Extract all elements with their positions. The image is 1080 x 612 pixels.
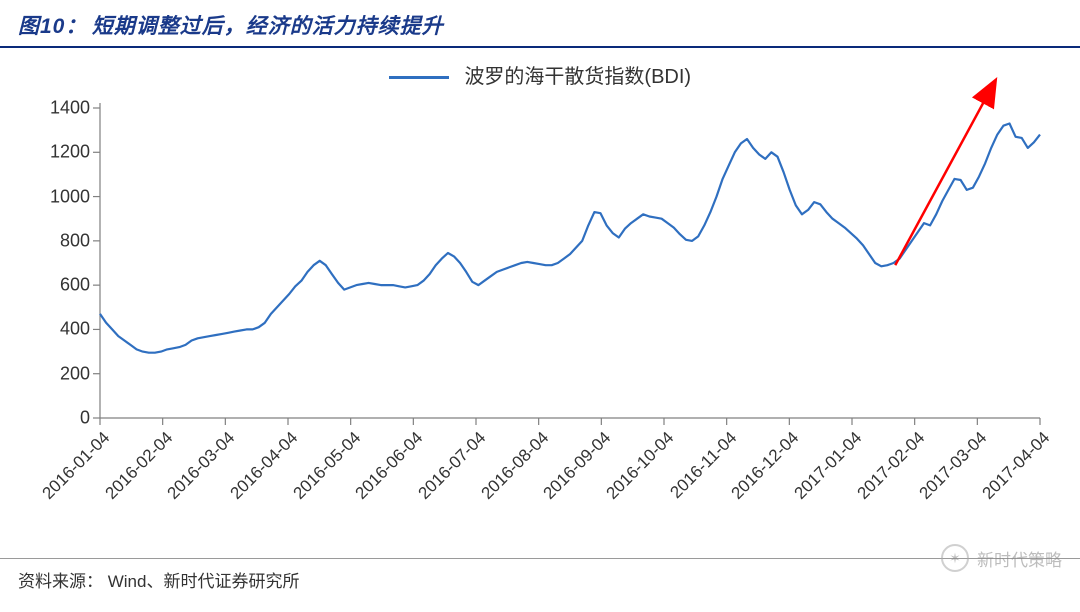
chart-title-bar: 图10： 短期调整过后，经济的活力持续提升 [0, 0, 1080, 48]
watermark: ✶ 新时代策略 [941, 544, 1062, 572]
chart-svg [0, 48, 1080, 558]
source-footer: 资料来源： Wind、新时代证券研究所 [0, 558, 1080, 600]
chart-title-prefix: 图10： [18, 15, 87, 38]
source-label: 资料来源： [18, 572, 103, 591]
y-tick-label: 1000 [30, 186, 90, 207]
y-tick-label: 600 [30, 275, 90, 296]
chart-title-text: 短期调整过后，经济的活力持续提升 [92, 15, 444, 38]
source-text: Wind、新时代证券研究所 [108, 572, 300, 591]
watermark-text: 新时代策略 [977, 546, 1062, 571]
y-tick-label: 1200 [30, 142, 90, 163]
y-tick-label: 400 [30, 319, 90, 340]
y-tick-label: 0 [30, 408, 90, 429]
wechat-icon: ✶ [941, 544, 969, 572]
chart-area: 波罗的海干散货指数(BDI) 0200400600800100012001400… [0, 48, 1080, 558]
y-tick-label: 800 [30, 230, 90, 251]
y-tick-label: 1400 [30, 98, 90, 119]
y-tick-label: 200 [30, 363, 90, 384]
